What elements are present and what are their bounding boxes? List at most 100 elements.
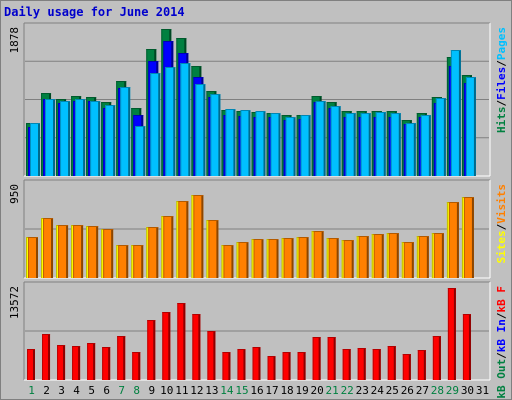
files-bar-left-edge: [268, 117, 270, 176]
kbf-bar: [357, 348, 366, 380]
sites-bar-top-edge: [313, 231, 324, 232]
pages-bar: [165, 67, 176, 176]
x-tick-label: 15: [235, 384, 248, 397]
pages-bar-fill: [255, 111, 266, 176]
visits-bar-left-edge: [401, 242, 403, 278]
hits-bar-top-edge: [206, 91, 217, 92]
pages-bar-shadow: [38, 123, 40, 176]
sites-bar-left-edge: [28, 237, 29, 278]
kbf-bar-left-edge: [327, 337, 329, 380]
sites-bar-top-edge: [193, 195, 204, 196]
sites-bar-top-edge: [283, 238, 294, 239]
kbf-bar-top-edge: [57, 345, 66, 346]
x-tick-label: 18: [280, 384, 293, 397]
pages-bar-fill: [240, 110, 251, 176]
sites-bar-shadow: [441, 233, 444, 278]
files-bar-left-edge: [178, 53, 180, 176]
files-bar-left-edge: [253, 117, 255, 176]
kbf-bar-shadow: [393, 346, 396, 380]
sites-bar-fill: [283, 238, 294, 278]
pages-bar: [360, 113, 371, 176]
sites-bar-shadow: [321, 231, 324, 278]
sites-bar-shadow: [51, 218, 54, 278]
sites-bar-shadow: [96, 226, 99, 278]
pages-bar-shadow: [53, 99, 56, 176]
pages-bar-left-edge: [120, 87, 122, 176]
pages-bar-shadow: [398, 113, 401, 176]
sites-bar-top-edge: [403, 242, 414, 243]
hits-bar-top-edge: [416, 113, 427, 114]
sites-bar-left-edge: [118, 245, 120, 278]
sites-bar-fill: [373, 234, 384, 278]
hits-bar-left-edge: [461, 75, 463, 176]
x-tick-label: 16: [250, 384, 263, 397]
kbf-bar-fill: [177, 303, 186, 380]
x-tick-label: 27: [416, 384, 429, 397]
sites-bar-top-edge: [358, 236, 369, 237]
chart-title: Daily usage for June 2014: [4, 5, 185, 19]
kbf-bar-shadow: [213, 331, 216, 380]
sites-bar-shadow: [186, 201, 189, 278]
pages-bar: [225, 109, 236, 176]
kbf-bar-top-edge: [297, 352, 306, 353]
pages-bar-shadow: [308, 115, 311, 176]
kbf-bar-left-edge: [207, 331, 209, 380]
sites-bar-left-edge: [103, 229, 105, 278]
pages-bar: [45, 99, 56, 176]
hits-bar-left-edge: [41, 93, 43, 176]
x-tick-label: 5: [88, 384, 95, 397]
kbf-bar-fill: [207, 331, 216, 380]
pages-bar-fill: [105, 105, 116, 176]
side-legend-separator: /: [495, 312, 508, 319]
kbf-bar-shadow: [438, 336, 441, 380]
kbf-bar: [417, 350, 426, 380]
hits-bar-top-edge: [131, 108, 142, 109]
visits-bar-left-edge: [326, 238, 328, 278]
sites-bar-fill: [193, 195, 204, 278]
kbf-bar-top-edge: [177, 303, 186, 304]
side-legend-separator: /: [495, 60, 508, 67]
kbf-bar-left-edge: [132, 352, 134, 380]
files-bar-top-edge: [133, 115, 144, 116]
sites-bar-top-edge: [373, 234, 384, 235]
files-bar-left-edge: [103, 108, 105, 176]
kbf-bar-fill: [372, 349, 381, 380]
pages-bar-shadow: [338, 106, 341, 176]
kbf-bar: [222, 352, 231, 380]
sites-bar-fill: [223, 245, 234, 278]
sites-bar: [58, 225, 69, 278]
hits-bar-left-edge: [401, 120, 403, 176]
pages-bar-left-edge: [315, 101, 317, 176]
kbf-bar: [117, 336, 126, 380]
kbf-bar-top-edge: [207, 331, 216, 332]
kbf-bar-top-edge: [327, 337, 336, 338]
kbf-bar: [237, 349, 246, 380]
pages-bar-left-edge: [165, 67, 167, 176]
files-bar-left-edge: [88, 101, 90, 176]
kbf-bar-fill: [87, 343, 96, 380]
sites-bar-top-edge: [178, 201, 189, 202]
pages-bar: [180, 63, 191, 176]
pages-bar: [90, 101, 101, 176]
pages-bar: [465, 77, 476, 176]
kbf-bar-shadow: [63, 345, 66, 380]
files-bar-left-edge: [163, 41, 165, 176]
hits-bar-left-edge: [131, 108, 133, 176]
sites-bar-left-edge: [178, 201, 180, 278]
sites-bar-top-edge: [58, 225, 69, 226]
files-bar-left-edge: [388, 117, 390, 176]
sites-bar: [328, 238, 339, 278]
kbf-bar-shadow: [243, 349, 246, 380]
sites-bar-shadow: [456, 202, 459, 278]
kbf-bar-left-edge: [432, 336, 434, 380]
pages-bar-fill: [210, 94, 221, 176]
visits-bar-left-edge: [311, 231, 313, 278]
kbf-bar-top-edge: [267, 356, 276, 357]
sites-bar-fill: [343, 240, 354, 278]
hits-bar-top-edge: [356, 111, 367, 112]
sites-bar-left-edge: [448, 202, 450, 278]
files-bar-left-edge: [133, 115, 135, 176]
sites-bar-fill: [208, 220, 219, 278]
pages-bar: [315, 101, 326, 176]
